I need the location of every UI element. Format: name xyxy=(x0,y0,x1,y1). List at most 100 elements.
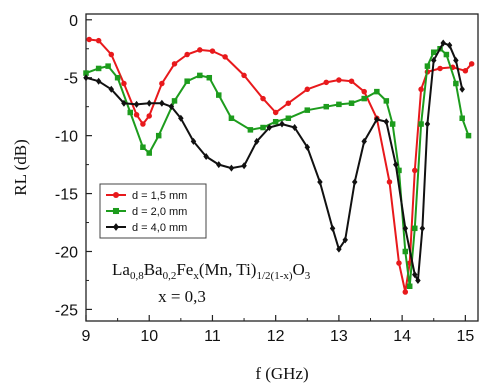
data-point xyxy=(114,74,121,81)
data-point xyxy=(206,74,213,81)
data-point xyxy=(361,88,367,95)
data-point xyxy=(209,48,216,54)
data-point xyxy=(440,39,446,47)
data-point xyxy=(121,80,127,87)
annotation: La0,8Ba0,2Fex(Mn, Ti)1/2(1-x)O3 x = 0,3 xyxy=(112,260,311,306)
data-point xyxy=(412,225,418,232)
data-point xyxy=(453,56,459,64)
data-point xyxy=(178,114,184,122)
legend-label: d = 1,5 mm xyxy=(132,190,187,202)
formula-part: O xyxy=(293,260,305,279)
data-point xyxy=(468,61,475,67)
data-point xyxy=(159,80,165,87)
data-point xyxy=(418,86,424,93)
series-line xyxy=(85,47,470,288)
data-point xyxy=(112,207,120,215)
plot-frame xyxy=(85,13,479,322)
data-point xyxy=(95,65,102,72)
data-point xyxy=(241,72,247,79)
data-point xyxy=(459,85,465,93)
formula-subscript: x xyxy=(193,270,199,282)
data-point xyxy=(418,121,424,127)
data-point xyxy=(108,51,115,58)
data-point xyxy=(108,85,115,93)
data-point xyxy=(336,245,342,253)
data-point xyxy=(402,289,409,295)
data-point xyxy=(462,68,469,74)
data-point xyxy=(285,115,292,122)
data-point xyxy=(348,78,355,84)
data-point xyxy=(406,283,413,289)
data-point xyxy=(247,127,254,133)
data-point xyxy=(83,74,89,82)
y-axis-title: RL (dB) xyxy=(11,139,30,196)
formula-part: Fe xyxy=(176,260,193,279)
data-point xyxy=(159,99,165,107)
formula-subscript: 3 xyxy=(305,270,311,282)
data-point xyxy=(329,224,336,232)
series-layer xyxy=(83,36,475,295)
data-point xyxy=(140,121,146,127)
data-point xyxy=(393,161,399,169)
data-point xyxy=(396,260,402,266)
data-point xyxy=(241,162,247,170)
data-point xyxy=(412,271,418,279)
data-point xyxy=(361,95,367,102)
data-point xyxy=(279,120,285,128)
data-point xyxy=(430,56,437,64)
data-point xyxy=(374,115,380,123)
formula-subscript: 0,8 xyxy=(130,270,144,282)
data-point xyxy=(304,86,311,93)
y-tick-label: -10 xyxy=(55,129,78,146)
data-point xyxy=(419,224,426,232)
data-point xyxy=(351,178,358,186)
data-point xyxy=(430,49,437,55)
data-point xyxy=(342,236,348,244)
data-point xyxy=(317,178,323,186)
data-point xyxy=(386,179,393,185)
data-point xyxy=(203,152,209,160)
data-point xyxy=(253,137,260,145)
data-point xyxy=(402,248,409,255)
x-tick-label: 15 xyxy=(456,328,474,345)
data-point xyxy=(171,61,178,67)
formula-subscript: 0,2 xyxy=(163,270,177,282)
data-point xyxy=(453,80,459,87)
data-point xyxy=(389,121,396,127)
y-tick-label: -5 xyxy=(64,71,78,88)
data-point xyxy=(155,132,162,139)
data-point xyxy=(323,79,330,86)
x-tick-label: 14 xyxy=(393,328,411,345)
data-point xyxy=(304,143,311,151)
x-tick-label: 12 xyxy=(267,328,285,345)
series-line xyxy=(89,38,473,293)
data-point xyxy=(133,100,140,108)
data-point xyxy=(412,167,418,174)
legend-label: d = 4,0 mm xyxy=(132,222,187,234)
data-point xyxy=(133,112,140,118)
x-tick-label: 11 xyxy=(204,328,221,345)
data-point xyxy=(383,118,390,126)
data-point xyxy=(168,103,175,111)
data-point xyxy=(112,191,120,199)
y-tick-label: -25 xyxy=(55,302,78,319)
data-point xyxy=(260,95,266,102)
data-point xyxy=(437,65,443,72)
data-point xyxy=(127,109,134,116)
y-tick-label: -20 xyxy=(55,244,78,261)
data-point xyxy=(184,51,190,58)
formula-part: (Mn, Ti) xyxy=(199,260,257,279)
series-1 xyxy=(86,36,475,295)
data-point xyxy=(222,54,228,60)
data-point xyxy=(446,41,453,49)
data-point xyxy=(171,98,178,104)
data-point xyxy=(304,107,311,113)
x-tick-label: 13 xyxy=(330,328,348,345)
data-point xyxy=(146,113,152,119)
data-point xyxy=(272,118,279,125)
data-point xyxy=(383,98,390,104)
x-tick-label: 9 xyxy=(82,328,91,345)
data-point xyxy=(228,115,235,122)
data-point xyxy=(415,276,421,284)
